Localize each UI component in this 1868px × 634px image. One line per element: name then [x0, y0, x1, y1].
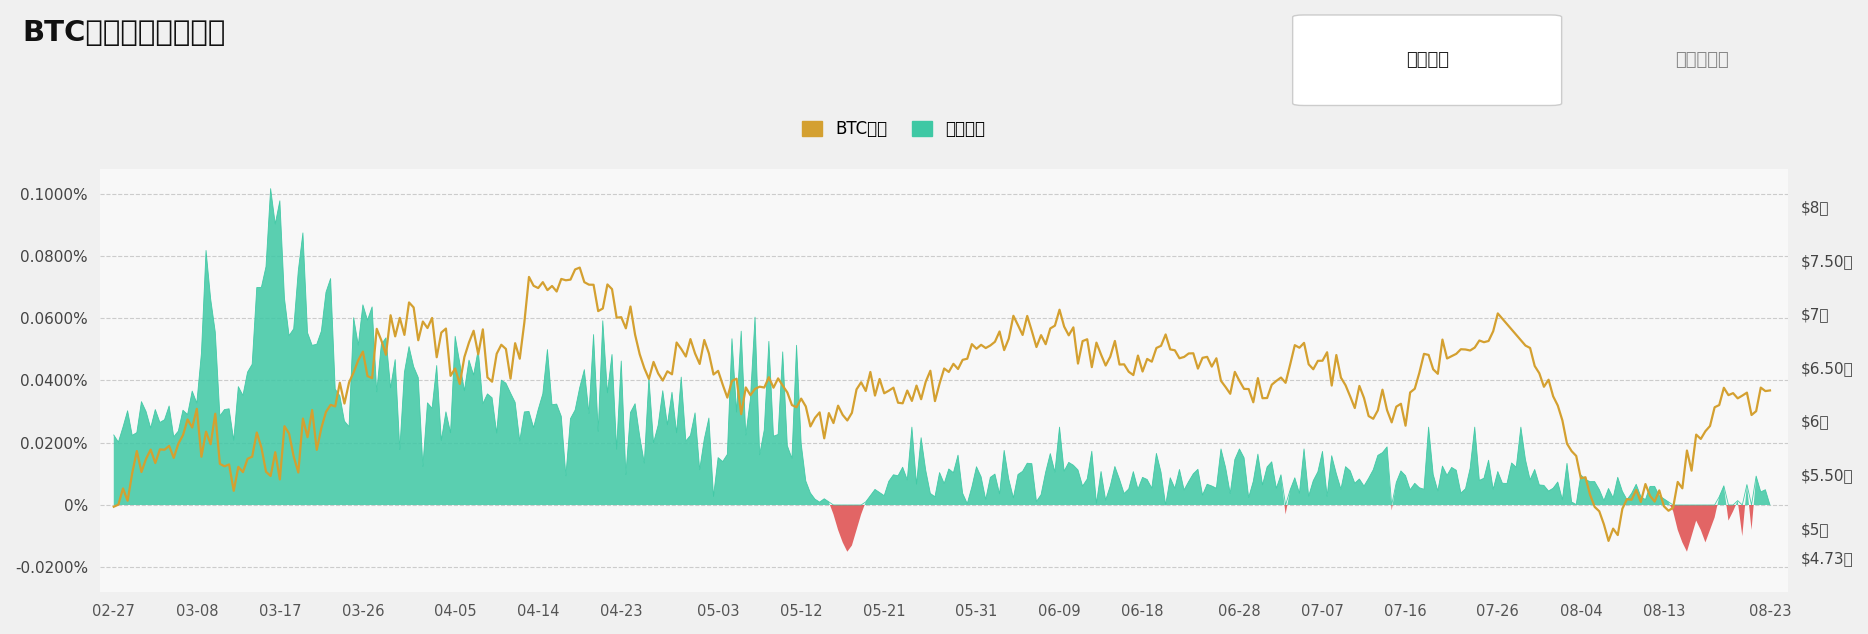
Legend: BTC价格, 持仓加权: BTC价格, 持仓加权	[796, 113, 992, 145]
FancyBboxPatch shape	[1293, 15, 1562, 105]
Text: 成交额加权: 成交额加权	[1676, 51, 1728, 69]
Text: 持仓加权: 持仓加权	[1405, 51, 1450, 69]
Text: BTC持仓加权资金费率: BTC持仓加权资金费率	[22, 19, 226, 47]
